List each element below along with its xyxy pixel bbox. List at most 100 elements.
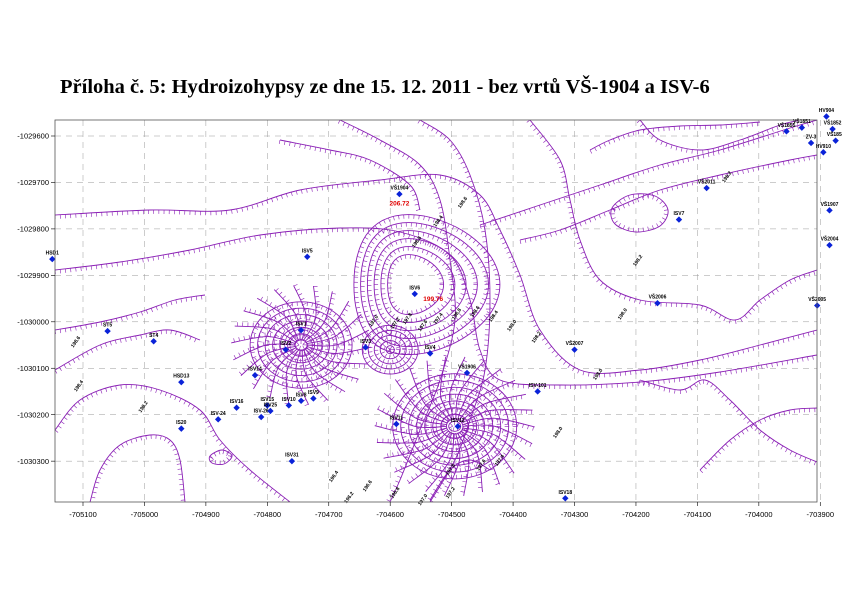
- contour-hachure: [474, 200, 479, 203]
- contour-hachure: [345, 153, 347, 158]
- contour-hachure: [423, 216, 425, 221]
- map-frame: [54, 119, 818, 503]
- contour-hachure: [314, 322, 319, 325]
- contour-hachure: [470, 447, 474, 450]
- contour-hachure: [727, 353, 729, 358]
- contour-hachure: [394, 438, 399, 441]
- contour-hachure: [431, 127, 434, 132]
- contour-hachure: [223, 242, 226, 247]
- contour-hachure: [548, 201, 551, 206]
- contour-hachure: [454, 443, 459, 445]
- contour-hachure: [369, 341, 374, 345]
- well-label: VŠ2004: [821, 235, 839, 243]
- contour-hachure: [398, 349, 400, 354]
- contour-hachure: [135, 437, 138, 442]
- contour-hachure: [292, 375, 297, 377]
- contour-hachure: [376, 328, 379, 333]
- contour-hachure: [436, 390, 439, 395]
- contour-hachure: [793, 277, 797, 282]
- contour-hachure: [721, 447, 725, 451]
- contour-hachure: [470, 391, 475, 396]
- contour-hachure: [472, 252, 476, 256]
- contour-hachure: [362, 348, 364, 353]
- contour-hachure: [316, 356, 320, 360]
- contour-hachure: [569, 226, 572, 231]
- contour-hachure: [382, 407, 385, 412]
- contour-hachure: [442, 410, 446, 414]
- contour-hachure: [314, 296, 319, 298]
- contour-hachure: [470, 297, 475, 301]
- contour-hachure: [348, 325, 352, 329]
- contour-hachure: [483, 250, 487, 254]
- contour-hachure: [414, 204, 419, 206]
- contour-hachure: [495, 278, 500, 280]
- contour-hachure: [584, 261, 589, 264]
- contour-hachure: [390, 267, 395, 270]
- contour-hachure: [751, 307, 755, 311]
- contour-hachure: [266, 199, 269, 204]
- contour-hachure: [282, 355, 286, 360]
- contour-hachure: [262, 365, 267, 368]
- contour-hachure: [747, 348, 750, 353]
- contour-hachure: [486, 413, 490, 416]
- contour-hachure: [483, 275, 488, 278]
- contour-line: [639, 120, 801, 151]
- contour-hachure: [91, 496, 96, 499]
- contour-hachure: [270, 356, 274, 361]
- contour-hachure: [447, 453, 449, 458]
- contour-hachure: [413, 377, 418, 380]
- well-marker: [454, 423, 461, 430]
- contour-hachure: [459, 441, 463, 445]
- contour-hachure: [400, 428, 403, 433]
- contour-hachure: [478, 385, 482, 389]
- contour-hachure: [130, 336, 132, 341]
- contour-hachure: [167, 440, 171, 444]
- contour-hachure: [529, 237, 532, 242]
- contour-hachure: [494, 293, 499, 296]
- contour-hachure: [431, 407, 435, 411]
- contour-hachure: [686, 148, 688, 153]
- contour-hachure: [415, 317, 418, 322]
- contour-hachure: [467, 381, 469, 387]
- contour-hachure: [476, 322, 481, 326]
- contour-hachure: [356, 128, 360, 133]
- contour-hachure: [455, 268, 460, 271]
- contour-hachure: [670, 144, 673, 149]
- contour-ring: [249, 301, 353, 389]
- contour-hachure: [355, 155, 357, 160]
- contour-hachure: [707, 149, 709, 154]
- contour-hachure: [782, 338, 785, 343]
- contour-hachure: [464, 470, 469, 473]
- contour-hachure: [762, 344, 765, 349]
- contour-hachure: [382, 268, 387, 270]
- contour-hachure: [441, 380, 446, 382]
- contour-hachure: [242, 350, 246, 355]
- contour-hachure: [622, 134, 625, 139]
- contour-hachure: [397, 231, 400, 236]
- contour-hachure: [450, 280, 455, 283]
- contour-hachure: [627, 133, 630, 138]
- contour-hachure: [450, 414, 453, 419]
- contour-hachure: [394, 414, 399, 416]
- contour-hachure: [374, 225, 378, 229]
- contour-hachure: [529, 123, 534, 127]
- contour-hachure: [652, 167, 655, 172]
- contour-hachure: [406, 364, 410, 368]
- contour-hachure: [794, 453, 797, 458]
- contour-hachure: [367, 232, 372, 236]
- contour-hachure: [433, 245, 437, 250]
- contour-hachure: [662, 217, 666, 220]
- contour-hachure: [75, 326, 77, 331]
- contour-hachure: [305, 324, 310, 326]
- contour-hachure: [300, 298, 305, 301]
- contour-hachure: [481, 365, 486, 367]
- contour-hachure: [410, 189, 414, 192]
- contour-hachure: [378, 164, 381, 169]
- contour-hachure: [446, 139, 451, 144]
- contour-hachure: [522, 423, 524, 428]
- contour-hachure: [457, 239, 461, 243]
- contour-hachure: [521, 290, 526, 292]
- contour-hachure: [288, 309, 290, 314]
- contour-hachure: [447, 322, 450, 327]
- contour-line: [409, 368, 449, 423]
